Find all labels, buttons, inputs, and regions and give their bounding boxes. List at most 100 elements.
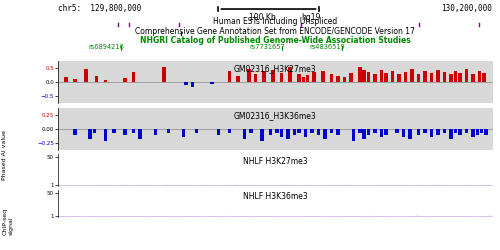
Text: GM02316_H3K36me3: GM02316_H3K36me3	[234, 111, 316, 120]
Bar	[454, 71, 458, 82]
Text: ChIP-seq
signal: ChIP-seq signal	[2, 208, 14, 235]
Bar	[312, 72, 316, 82]
Bar	[464, 70, 468, 82]
Bar	[336, 76, 340, 82]
Bar	[269, 129, 272, 135]
Bar	[84, 70, 87, 82]
Bar	[182, 129, 186, 137]
Bar	[184, 82, 188, 86]
Bar	[395, 129, 398, 133]
Text: Human ESTs Including Unspliced: Human ESTs Including Unspliced	[213, 18, 337, 26]
Text: 100 Kb: 100 Kb	[249, 13, 276, 22]
Bar	[417, 74, 420, 82]
Bar	[297, 129, 300, 133]
Text: hg19: hg19	[301, 13, 320, 22]
Bar	[306, 75, 310, 82]
Bar	[484, 129, 488, 135]
Bar	[166, 129, 170, 133]
Bar	[310, 129, 314, 133]
Bar	[123, 129, 126, 135]
Bar	[358, 129, 362, 133]
Bar	[95, 76, 98, 82]
Bar	[410, 70, 414, 82]
Bar	[304, 129, 307, 137]
Bar	[73, 79, 76, 82]
Bar	[464, 129, 468, 133]
Text: Phased AI value: Phased AI value	[2, 130, 7, 180]
Bar	[417, 129, 420, 135]
Bar	[478, 71, 481, 82]
Bar	[280, 73, 283, 82]
Bar	[195, 129, 198, 133]
Bar	[336, 129, 340, 135]
Bar	[92, 129, 96, 133]
Bar	[454, 129, 458, 133]
Bar	[260, 129, 264, 141]
Bar	[286, 129, 290, 139]
Bar	[138, 129, 142, 139]
Bar	[436, 70, 440, 82]
Bar	[73, 129, 76, 135]
Bar	[88, 129, 92, 139]
Text: NHLF H3K36me3: NHLF H3K36me3	[242, 192, 308, 202]
Bar	[384, 129, 388, 135]
Bar	[247, 68, 250, 82]
Bar	[243, 129, 246, 139]
Bar	[228, 71, 231, 82]
Bar	[480, 129, 484, 133]
Bar	[324, 129, 327, 139]
Text: NHLF H3K27me3: NHLF H3K27me3	[242, 157, 308, 166]
Bar	[408, 129, 412, 139]
Bar	[236, 76, 240, 82]
Bar	[330, 129, 334, 133]
Bar	[262, 71, 266, 82]
Bar	[443, 72, 446, 82]
Bar	[436, 129, 440, 135]
Text: NHGRI Catalog of Published Genome-Wide Association Studies: NHGRI Catalog of Published Genome-Wide A…	[140, 36, 410, 46]
Bar	[404, 72, 407, 82]
Bar	[280, 129, 283, 137]
Bar	[132, 72, 136, 82]
Bar	[384, 73, 388, 82]
Bar	[154, 129, 157, 135]
Text: rs7731657: rs7731657	[249, 44, 284, 50]
Bar	[216, 129, 220, 135]
Bar	[228, 129, 231, 133]
Text: rs4836519: rs4836519	[310, 44, 346, 50]
Bar	[104, 80, 107, 82]
Bar	[162, 66, 166, 82]
Bar	[276, 129, 279, 133]
Bar	[288, 66, 292, 82]
Text: chr5:  129,800,000: chr5: 129,800,000	[58, 4, 141, 13]
Bar	[250, 129, 253, 133]
Bar	[458, 129, 462, 135]
Bar	[132, 129, 136, 133]
Bar	[362, 70, 366, 82]
Bar	[374, 129, 377, 133]
Text: GM02316_H3K27me3: GM02316_H3K27me3	[234, 64, 316, 73]
Bar	[367, 72, 370, 82]
Text: Comprehensive Gene Annotation Set from ENCODE/GENCODE Version 17: Comprehensive Gene Annotation Set from E…	[135, 28, 415, 36]
Bar	[367, 129, 370, 135]
Bar	[374, 74, 377, 82]
Bar	[458, 73, 462, 82]
Bar	[476, 129, 479, 135]
Bar	[317, 129, 320, 135]
Bar	[430, 73, 434, 82]
Bar	[358, 66, 362, 82]
Bar	[321, 71, 324, 82]
Bar	[482, 73, 486, 82]
Bar	[390, 71, 394, 82]
Bar	[112, 129, 116, 133]
Bar	[362, 129, 366, 139]
Bar	[380, 129, 384, 137]
Bar	[424, 71, 427, 82]
Text: rs6894216: rs6894216	[88, 44, 124, 50]
Bar	[271, 70, 274, 82]
Bar	[302, 77, 305, 82]
Bar	[471, 74, 474, 82]
Bar	[343, 77, 346, 82]
Bar	[450, 129, 453, 139]
Bar	[104, 129, 107, 141]
Bar	[424, 129, 427, 133]
